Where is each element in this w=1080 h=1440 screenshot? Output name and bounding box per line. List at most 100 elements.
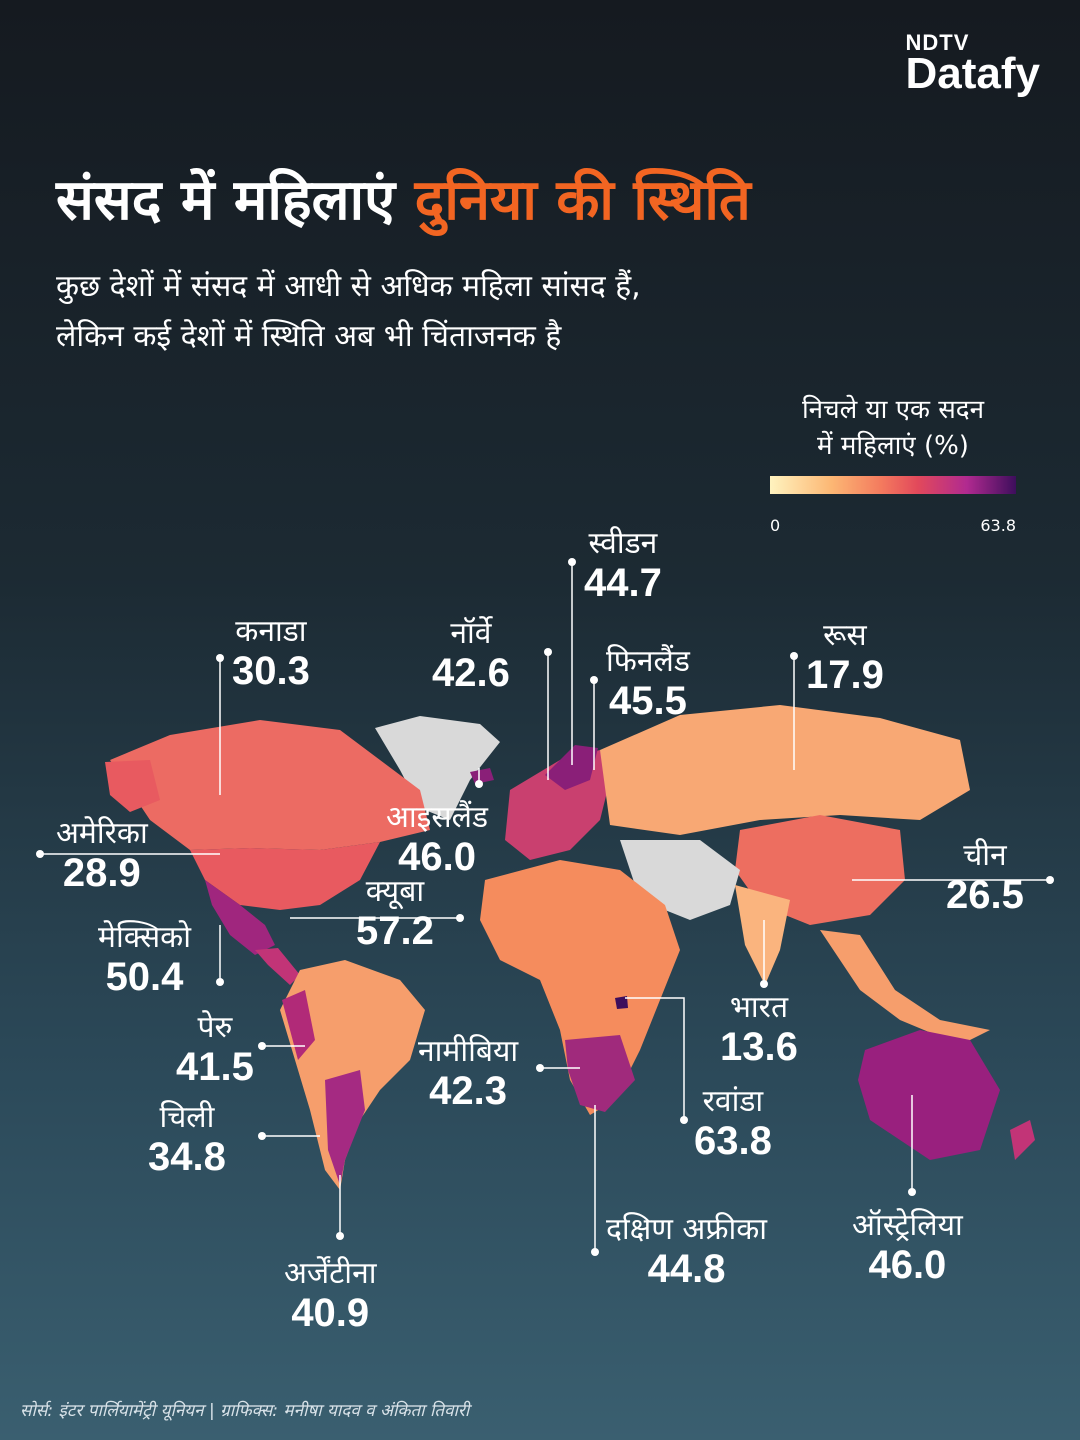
label-rwanda-name: रवांडा <box>702 1084 764 1119</box>
subtitle-line-2: लेकिन कई देशों में स्थिति अब भी चिंताजनक… <box>56 319 562 354</box>
label-australia: ऑस्ट्रेलिया 46.0 <box>852 1208 963 1286</box>
label-argentina: अर्जेंटीना 40.9 <box>284 1256 377 1334</box>
legend-min: 0 <box>770 516 781 535</box>
dot-canada <box>216 654 224 662</box>
label-norway-value: 42.6 <box>432 651 510 695</box>
ndtv-logo-text: NDTV <box>905 30 970 55</box>
label-china-name: चीन <box>963 838 1007 873</box>
central-america-shape <box>255 948 300 985</box>
title-main: संसद में महिलाएं <box>56 168 396 233</box>
label-canada-value: 30.3 <box>232 649 310 693</box>
iceland-shape <box>470 768 494 784</box>
africa-shape <box>480 860 680 1115</box>
dot-iceland <box>475 780 483 788</box>
label-china-value: 26.5 <box>946 873 1024 917</box>
alaska-shape <box>105 760 160 812</box>
label-finland-value: 45.5 <box>609 679 687 723</box>
label-mexico-value: 50.4 <box>105 955 184 999</box>
dot-argentina <box>336 1232 344 1240</box>
dot-australia <box>908 1188 916 1196</box>
dot-india <box>760 980 768 988</box>
label-cuba-name: क्यूबा <box>365 874 425 909</box>
title-accent: दुनिया की स्थिति <box>414 168 751 233</box>
label-russia-value: 17.9 <box>806 653 884 697</box>
label-cuba: क्यूबा 57.2 <box>356 874 434 952</box>
label-peru: पेरु 41.5 <box>176 1010 254 1088</box>
label-iceland-name: आइसलैंड <box>386 800 489 835</box>
dot-peru <box>258 1042 266 1050</box>
label-namibia: नामीबिया 42.3 <box>418 1034 518 1112</box>
dot-chile <box>258 1132 266 1140</box>
datafy-logo-text: Datafy <box>905 49 1041 98</box>
label-australia-value: 46.0 <box>868 1243 947 1287</box>
label-china: चीन 26.5 <box>946 838 1024 916</box>
leader-rwanda <box>625 997 685 1120</box>
source-credit: सोर्स: इंटर पार्लियामेंट्री यूनियन | ग्र… <box>20 1401 470 1421</box>
label-finland: फिनलैंड 45.5 <box>606 644 690 722</box>
label-south-africa-name: दक्षिण अफ्रीका <box>606 1212 768 1247</box>
legend-gradient-bar <box>770 476 1016 494</box>
label-mexico-name: मेक्सिको <box>98 920 191 955</box>
legend-title: निचले या एक सदन में महिलाएं (%) <box>770 392 1016 464</box>
dot-rwanda <box>680 1116 688 1124</box>
label-sweden: स्वीडन 44.7 <box>584 526 662 604</box>
brand-logo: NDTV Datafy <box>905 30 1041 98</box>
label-south-africa: दक्षिण अफ्रीका 44.8 <box>606 1212 767 1290</box>
canada-shape <box>110 720 430 850</box>
dot-norway <box>544 648 552 656</box>
label-norway: नॉर्वे 42.6 <box>432 616 510 694</box>
argentina-shape <box>325 1070 365 1185</box>
label-india-value: 13.6 <box>720 1025 798 1069</box>
label-chile-name: चिली <box>159 1100 215 1135</box>
label-namibia-name: नामीबिया <box>418 1034 519 1069</box>
dot-russia <box>790 652 798 660</box>
label-finland-name: फिनलैंड <box>606 644 690 679</box>
label-sweden-value: 44.7 <box>584 561 662 605</box>
dot-namibia <box>536 1064 544 1072</box>
label-usa: अमेरिका 28.9 <box>56 816 148 894</box>
label-rwanda-value: 63.8 <box>694 1119 772 1163</box>
dot-china <box>1046 876 1054 884</box>
greenland-shape <box>375 716 500 820</box>
southern-africa-shape <box>565 1035 635 1112</box>
label-india: भारत 13.6 <box>720 990 798 1068</box>
label-peru-value: 41.5 <box>176 1045 254 1089</box>
label-sweden-name: स्वीडन <box>588 526 658 561</box>
label-cuba-value: 57.2 <box>356 909 434 953</box>
usa-shape <box>190 842 380 910</box>
india-shape <box>735 885 790 985</box>
label-norway-name: नॉर्वे <box>450 616 492 651</box>
legend-title-line-2: में महिलाएं (%) <box>817 431 969 461</box>
peru-shape <box>282 990 315 1060</box>
label-usa-value: 28.9 <box>62 851 141 895</box>
label-chile-value: 34.8 <box>148 1135 226 1179</box>
dot-usa <box>36 850 44 858</box>
label-south-africa-value: 44.8 <box>647 1247 726 1291</box>
label-argentina-value: 40.9 <box>291 1291 370 1335</box>
australia-shape <box>858 1030 1000 1160</box>
label-canada-name: कनाडा <box>235 614 307 649</box>
dot-sweden <box>568 558 576 566</box>
dot-mexico <box>216 978 224 986</box>
color-legend: निचले या एक सदन में महिलाएं (%) 0 63.8 <box>770 392 1016 535</box>
label-russia: रूस 17.9 <box>806 618 884 696</box>
dot-south-africa <box>591 1248 599 1256</box>
southeast-asia-shape <box>820 930 990 1045</box>
label-russia-name: रूस <box>823 618 867 653</box>
label-usa-name: अमेरिका <box>56 816 148 851</box>
label-argentina-name: अर्जेंटीना <box>284 1256 377 1291</box>
dot-finland <box>590 676 598 684</box>
page-title: संसद में महिलाएं दुनिया की स्थिति <box>56 160 751 236</box>
label-chile: चिली 34.8 <box>148 1100 226 1178</box>
rwanda-shape <box>615 996 628 1009</box>
label-peru-name: पेरु <box>197 1010 233 1045</box>
mexico-shape <box>205 880 275 955</box>
label-iceland: आइसलैंड 46.0 <box>386 800 488 878</box>
label-iceland-value: 46.0 <box>398 835 476 879</box>
legend-title-line-1: निचले या एक सदन <box>801 395 985 425</box>
new-zealand-shape <box>1010 1120 1035 1160</box>
subtitle-line-1: कुछ देशों में संसद में आधी से अधिक महिला… <box>56 269 641 304</box>
legend-max: 63.8 <box>980 516 1016 535</box>
label-rwanda: रवांडा 63.8 <box>694 1084 772 1162</box>
label-canada: कनाडा 30.3 <box>232 614 310 692</box>
